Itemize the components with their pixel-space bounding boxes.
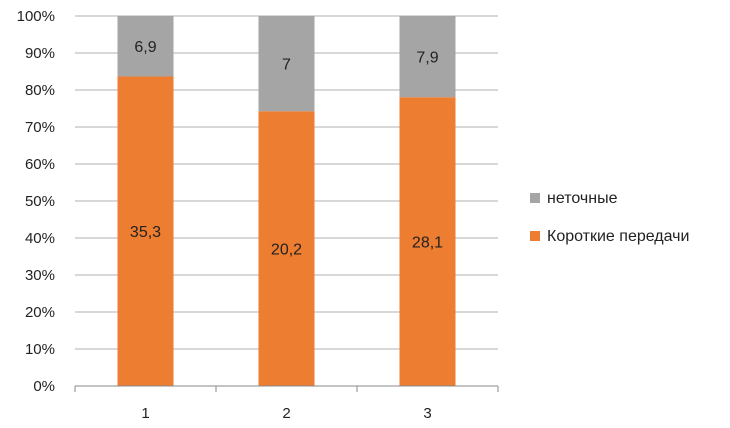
data-label: 6,9 [134, 39, 156, 56]
y-tick-label: 50% [25, 193, 55, 210]
legend: неточные Короткие передачи [530, 190, 689, 245]
y-tick-label: 100% [17, 8, 55, 25]
legend-swatch [530, 231, 540, 241]
bar-segment [258, 16, 315, 112]
y-tick-label: 20% [25, 304, 55, 321]
legend-label: неточные [547, 190, 618, 207]
x-tick-label: 3 [423, 405, 431, 422]
bars [117, 16, 456, 387]
bar-segment [117, 16, 174, 77]
y-tick-label: 90% [25, 45, 55, 62]
data-label: 20,2 [271, 242, 302, 259]
data-label: 35,3 [130, 224, 161, 241]
data-labels: 35,3 6,9 20,2 7 28,1 7,9 [130, 39, 443, 258]
x-axis-ticks: 1 2 3 [141, 405, 431, 422]
bar-segment [399, 97, 456, 386]
bar-segment [399, 16, 456, 98]
y-tick-label: 80% [25, 82, 55, 99]
y-axis-ticks: 0% 10% 20% 30% 40% 50% 60% 70% 80% 90% 100% [17, 8, 55, 395]
x-tick-label: 2 [282, 405, 290, 422]
x-tick-label: 1 [141, 405, 149, 422]
y-tick-label: 60% [25, 156, 55, 173]
data-label: 28,1 [412, 235, 443, 252]
x-axis [74, 385, 499, 392]
y-tick-label: 0% [33, 378, 55, 395]
y-tick-label: 10% [25, 341, 55, 358]
y-tick-label: 30% [25, 267, 55, 284]
legend-swatch [530, 193, 540, 203]
y-tick-label: 40% [25, 230, 55, 247]
y-tick-label: 70% [25, 119, 55, 136]
bar-segment [258, 111, 315, 387]
bar-segment [117, 76, 174, 387]
data-label: 7 [282, 57, 291, 74]
data-label: 7,9 [416, 50, 438, 67]
legend-label: Короткие передачи [547, 228, 689, 245]
